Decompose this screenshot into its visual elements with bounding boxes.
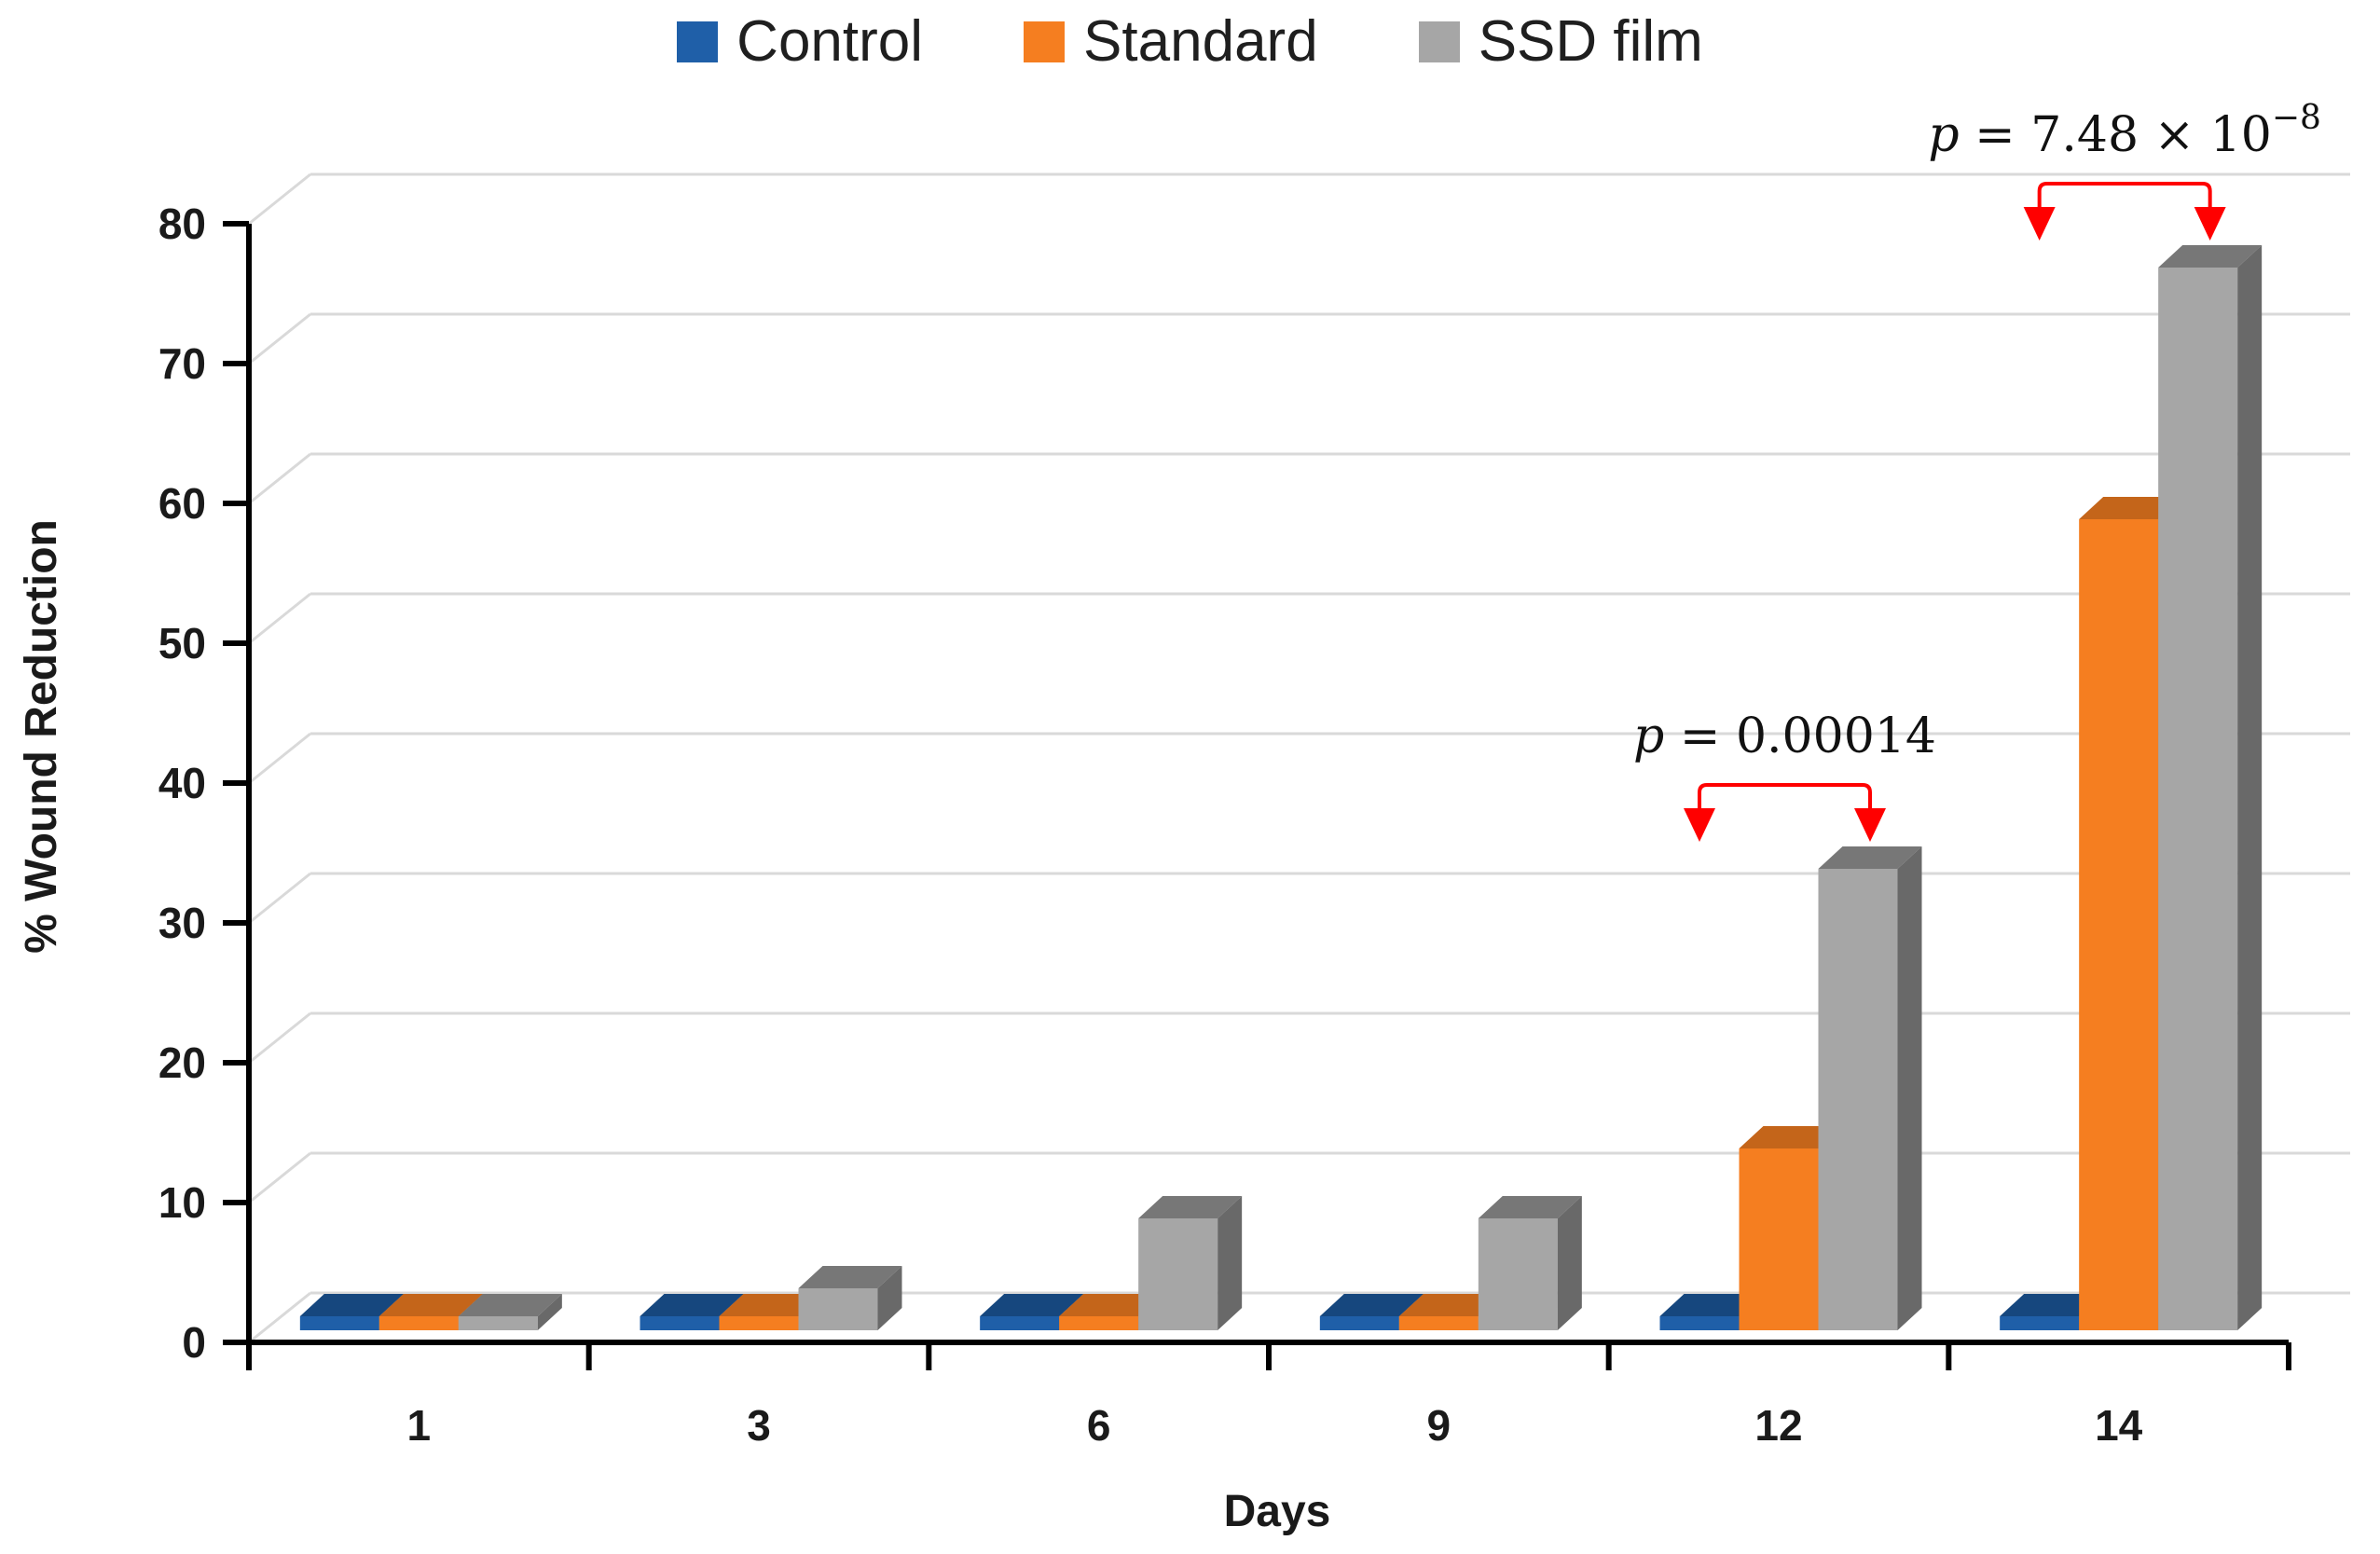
y-tick-label: 0 xyxy=(182,1318,206,1367)
legend-item-ssd-film: SSD film xyxy=(1418,9,1703,74)
legend-item-standard: Standard xyxy=(1024,13,1318,71)
p-value-label: p = 7.48 × 10−8 xyxy=(1928,99,2321,163)
legend-label-standard: Standard xyxy=(1083,9,1318,74)
x-tick-label: 9 xyxy=(1427,1401,1451,1450)
bar-ssd-film-day-6 xyxy=(1138,1196,1243,1330)
x-tick-label: 14 xyxy=(2095,1401,2143,1450)
bar-ssd-film-day-1 xyxy=(458,1294,562,1330)
bar-ssd-film-day-12 xyxy=(1818,846,1922,1330)
y-tick-label: 40 xyxy=(158,759,206,807)
legend-swatch-control xyxy=(677,21,719,62)
p-value-label: p = 0.00014 xyxy=(1633,708,1936,764)
x-tick-label: 3 xyxy=(747,1401,771,1450)
significance-bracket xyxy=(1698,783,1872,808)
x-tick-label: 1 xyxy=(407,1401,432,1450)
y-tick-label: 80 xyxy=(158,199,206,248)
legend-item-control: Control xyxy=(677,13,923,71)
bar-ssd-film-day-9 xyxy=(1478,1196,1582,1330)
legend-label-ssd-film: SSD film xyxy=(1478,9,1703,74)
arrow-down-icon xyxy=(1854,808,1886,842)
arrow-down-icon xyxy=(1684,808,1715,842)
y-tick-label: 20 xyxy=(158,1038,206,1087)
legend-swatch-ssd-film xyxy=(1418,21,1460,62)
y-tick-label: 60 xyxy=(158,479,206,528)
y-tick-label: 10 xyxy=(158,1178,206,1227)
y-tick-label: 70 xyxy=(158,339,206,388)
arrow-down-icon xyxy=(2023,207,2056,241)
bar-ssd-film-day-3 xyxy=(798,1266,902,1330)
axes: 0 10 20 30 40 50 60 70 80 1 3 6 9 12 14 xyxy=(158,199,2291,1450)
y-tick-label: 30 xyxy=(158,899,206,947)
y-tick-label: 50 xyxy=(158,619,206,667)
arrow-down-icon xyxy=(2194,207,2226,241)
x-tick-label: 12 xyxy=(1754,1401,1802,1450)
y-axis-title: % Wound Reduction xyxy=(17,519,66,954)
legend-label-control: Control xyxy=(736,9,924,74)
gridlines xyxy=(248,172,2350,1344)
x-axis-title: Days xyxy=(1224,1487,1331,1536)
chart-legend: Control Standard SSD film xyxy=(0,13,2380,71)
significance-bracket xyxy=(2037,182,2212,207)
bars xyxy=(299,245,2263,1330)
legend-swatch-standard xyxy=(1024,21,1066,62)
x-tick-label: 6 xyxy=(1087,1401,1111,1450)
bar-ssd-film-day-14 xyxy=(2158,245,2263,1330)
annotations: p = 0.00014 p = 7.48 × 10−8 xyxy=(1633,99,2321,842)
